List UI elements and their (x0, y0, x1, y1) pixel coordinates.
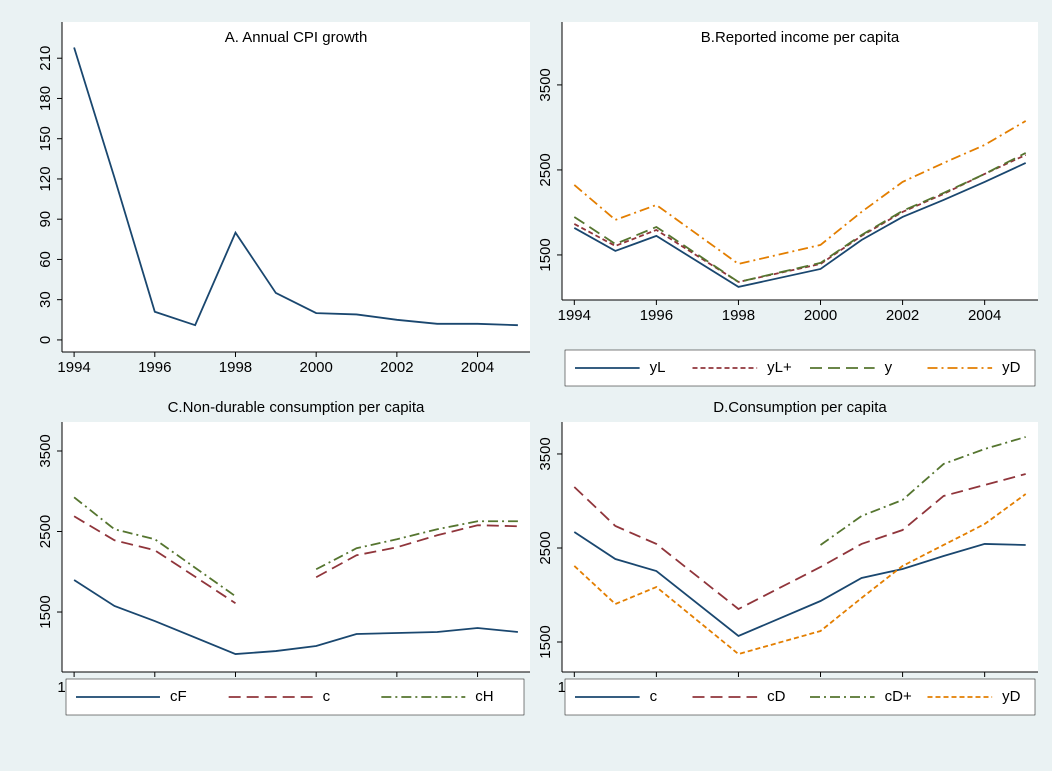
panel-title: D.Consumption per capita (713, 399, 887, 416)
data-line (573, 473, 1026, 611)
legend-label: c (323, 688, 331, 705)
legend-label: c (650, 688, 658, 705)
y-tick-label: 210 (37, 46, 54, 71)
y-tick-label: 0 (37, 336, 54, 344)
data-line (73, 47, 518, 327)
x-tick-label: 1994 (558, 307, 591, 324)
data-line (573, 120, 1027, 265)
x-tick-label: 2002 (886, 307, 919, 324)
data-line (573, 162, 1027, 288)
x-tick-label: 2002 (380, 359, 413, 376)
legend-label: yD (1002, 359, 1021, 376)
y-tick-label: 180 (37, 86, 54, 111)
y-tick-label: 60 (37, 251, 54, 268)
data-line (73, 496, 518, 597)
plot-area (62, 422, 530, 672)
legend-label: cF (170, 688, 187, 705)
plot-area (562, 22, 1038, 300)
y-tick-label: 90 (37, 211, 54, 228)
x-tick-label: 1994 (57, 359, 90, 376)
legend-label: cD+ (885, 688, 912, 705)
plot-area (562, 422, 1038, 672)
y-tick-label: 2500 (37, 515, 54, 548)
data-line (73, 515, 518, 604)
data-line (819, 436, 1026, 546)
x-tick-label: 1998 (219, 359, 252, 376)
y-tick-label: 2500 (537, 153, 554, 186)
data-line (573, 531, 1026, 638)
x-tick-label: 1996 (138, 359, 171, 376)
legend-box (564, 678, 1036, 716)
y-tick-label: 3500 (537, 68, 554, 101)
plot-area (62, 22, 530, 352)
panel-title: B.Reported income per capita (701, 29, 900, 46)
x-tick-label: 1998 (722, 307, 755, 324)
legend-label: cH (475, 688, 493, 705)
data-line (573, 493, 1027, 656)
y-tick-label: 3500 (537, 437, 554, 470)
y-tick-label: 150 (37, 126, 54, 151)
y-tick-label: 1500 (537, 238, 554, 271)
y-tick-label: 120 (37, 166, 54, 191)
legend-label: cD (767, 688, 786, 705)
panel-title: C.Non-durable consumption per capita (168, 399, 425, 416)
x-tick-label: 2004 (968, 307, 1001, 324)
legend-label: yD (1002, 688, 1021, 705)
panel-title: A. Annual CPI growth (225, 29, 368, 46)
x-tick-label: 1996 (640, 307, 673, 324)
y-tick-label: 2500 (537, 531, 554, 564)
y-tick-label: 3500 (37, 434, 54, 467)
data-line (73, 579, 518, 655)
y-tick-label: 1500 (37, 595, 54, 628)
x-tick-label: 2000 (804, 307, 837, 324)
y-tick-label: 30 (37, 291, 54, 308)
legend-label: yL (650, 359, 666, 376)
legend-label: yL+ (767, 359, 792, 376)
legend-label: y (885, 359, 893, 376)
x-tick-label: 2004 (461, 359, 494, 376)
y-tick-label: 1500 (537, 625, 554, 658)
data-line (573, 152, 1027, 283)
x-tick-label: 2000 (299, 359, 332, 376)
